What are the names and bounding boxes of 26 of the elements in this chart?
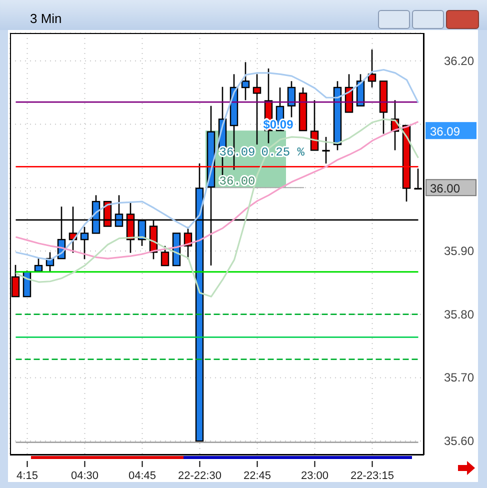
- y-tick-label: 35.70: [444, 370, 474, 385]
- text: 36.00: [430, 182, 460, 196]
- x-tick-label: 22:45: [243, 470, 272, 482]
- x-tick-label: 04:30: [70, 470, 99, 482]
- y-tick-label: 35.60: [444, 434, 474, 448]
- y-tick-label: 35.80: [444, 307, 474, 322]
- candlestick: [160, 245, 170, 266]
- candlestick: [310, 100, 319, 151]
- y-tick-label: 36.20: [444, 54, 474, 68]
- x-tick-label: 22-23:15: [350, 470, 394, 482]
- annotation: 36.00: [219, 174, 256, 189]
- x-tick-label: 04:45: [128, 470, 156, 482]
- candlestick: [241, 61, 250, 101]
- annotation: $0.09: [263, 118, 294, 132]
- x-tick-label: 23:00: [300, 470, 329, 482]
- candlestick: [252, 74, 262, 146]
- text: 36.09: [430, 124, 460, 139]
- chart-title: 3 Min: [30, 11, 62, 26]
- candlestick: [368, 48, 376, 88]
- y-tick-label: 35.90: [444, 244, 474, 258]
- candlestick: [322, 136, 330, 164]
- x-tick-label: 22-22:30: [178, 470, 222, 482]
- line-series: [14, 118, 420, 298]
- x-tick-label: 4:15: [16, 470, 38, 482]
- candlestick: [80, 226, 89, 260]
- candlestick: [287, 80, 296, 118]
